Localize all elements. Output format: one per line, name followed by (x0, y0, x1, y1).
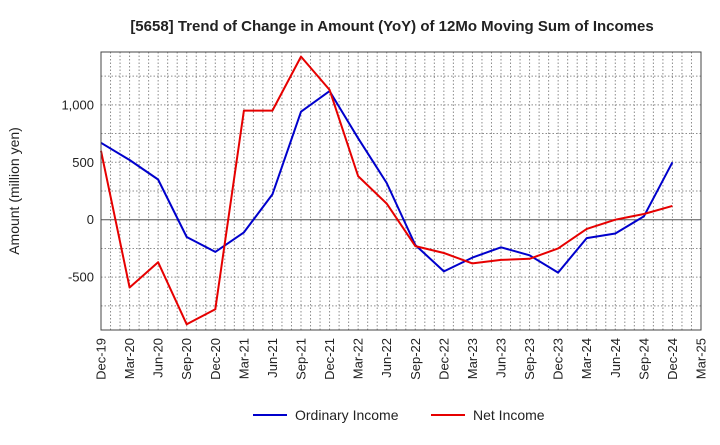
x-tick-label: Mar-22 (351, 338, 366, 379)
x-tick-label: Sep-21 (294, 338, 309, 380)
grid-lines (100, 52, 702, 330)
y-tick-label: 0 (87, 212, 94, 227)
x-tick-label: Jun-21 (265, 338, 280, 378)
y-tick-label: -500 (68, 270, 94, 285)
legend-label: Ordinary Income (295, 407, 399, 423)
x-tick-label: Mar-23 (465, 338, 480, 379)
x-axis-tick-labels: Dec-19 Mar-20 Jun-20 Sep-20 Dec-20 Mar-21 Jun-… (94, 338, 709, 380)
x-tick-label: Jun-23 (494, 338, 509, 378)
legend-label: Net Income (473, 407, 545, 423)
plot-frame (100, 51, 702, 331)
x-tick-label: Sep-23 (522, 338, 537, 380)
x-tick-label: Jun-22 (379, 338, 394, 378)
x-tick-label: Mar-21 (236, 338, 251, 379)
x-tick-label: Jun-24 (608, 338, 623, 378)
y-axis-tick-labels: -500 0 500 1,000 (61, 97, 94, 284)
legend: Ordinary Income Net Income (253, 407, 545, 423)
x-tick-label: Dec-20 (208, 338, 223, 380)
x-tick-label: Mar-24 (579, 338, 594, 379)
x-tick-label: Dec-22 (436, 338, 451, 380)
x-tick-label: Dec-21 (322, 338, 337, 380)
x-tick-label: Mar-20 (122, 338, 137, 379)
chart-title: [5658] Trend of Change in Amount (YoY) o… (130, 18, 653, 35)
x-tick-label: Dec-24 (665, 338, 680, 380)
x-tick-label: Sep-20 (179, 338, 194, 380)
y-axis-title: Amount (million yen) (6, 127, 22, 255)
x-tick-label: Jun-20 (151, 338, 166, 378)
series-line-0 (100, 90, 674, 274)
y-tick-label: 1,000 (61, 97, 94, 112)
series-lines (100, 55, 674, 326)
x-tick-label: Mar-25 (694, 338, 709, 379)
x-tick-label: Sep-24 (636, 338, 651, 380)
x-tick-label: Dec-23 (551, 338, 566, 380)
y-tick-label: 500 (72, 155, 94, 170)
series-line-1 (100, 55, 673, 326)
x-tick-label: Dec-19 (94, 338, 109, 380)
x-tick-label: Sep-22 (408, 338, 423, 380)
